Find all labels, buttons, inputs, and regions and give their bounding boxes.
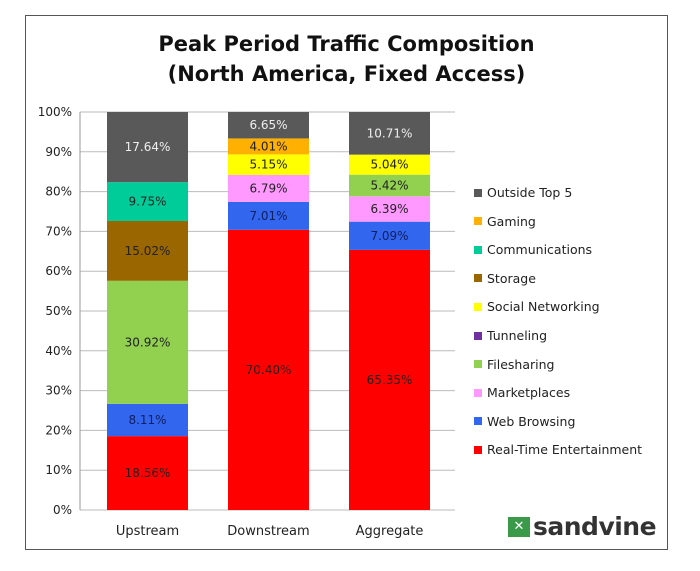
bar-segment (107, 280, 188, 404)
leaf-icon: ✕ (508, 516, 530, 537)
y-tick-label: 80% (45, 185, 72, 199)
data-label: 70.40% (246, 363, 292, 377)
bar-segment (107, 403, 188, 437)
y-tick-label: 40% (45, 344, 72, 358)
data-label: 6.39% (370, 202, 408, 216)
x-tick-label: Upstream (116, 524, 179, 539)
bar-segment (228, 174, 309, 202)
bar-segment (349, 154, 430, 175)
legend-swatch (474, 188, 482, 197)
chart-frame (25, 15, 668, 550)
logo-text: sandvine (533, 512, 657, 541)
legend-swatch (474, 274, 482, 283)
data-label: 6.65% (249, 118, 287, 132)
legend-swatch (474, 445, 482, 454)
legend-swatch (474, 388, 482, 397)
legend-item: Storage (474, 271, 536, 286)
bar-segment (107, 182, 188, 222)
y-tick-label: 60% (45, 264, 72, 278)
bar-segment (349, 196, 430, 222)
y-tick-label: 20% (45, 423, 72, 437)
legend-label: Filesharing (487, 356, 555, 372)
y-tick-label: 90% (45, 145, 72, 159)
bar-segment (107, 112, 188, 183)
legend-label: Communications (487, 242, 593, 258)
x-tick-label: Aggregate (356, 524, 424, 539)
legend-item: Real-Time Entertainment (474, 442, 642, 457)
bar-segment (107, 436, 188, 510)
legend-item: Social Networking (474, 299, 600, 314)
bar-segment (349, 221, 430, 250)
legend-swatch (474, 217, 482, 226)
legend-swatch (474, 245, 482, 254)
data-label: 5.04% (370, 158, 408, 172)
bar-segment (228, 154, 309, 175)
legend-item: Web Browsing (474, 414, 575, 429)
bar-segment (228, 138, 309, 155)
bar-segment (228, 201, 309, 230)
data-label: 6.79% (249, 181, 287, 195)
chart-subtitle: (North America, Fixed Access) (167, 62, 526, 86)
data-label: 65.35% (367, 373, 413, 387)
data-label: 30.92% (125, 335, 171, 349)
legend-item: Tunneling (474, 328, 547, 343)
y-tick-label: 0% (53, 503, 72, 517)
legend-swatch (474, 360, 482, 369)
legend-label: Real-Time Entertainment (487, 442, 643, 458)
legend-item: Filesharing (474, 357, 554, 372)
legend-label: Outside Top 5 (487, 185, 573, 200)
y-tick-label: 30% (45, 384, 72, 398)
data-label: 9.75% (128, 195, 166, 209)
data-label: 4.01% (249, 139, 287, 153)
data-label: 7.09% (370, 229, 408, 243)
legend-label: Web Browsing (487, 413, 576, 429)
legend-item: Marketplaces (474, 385, 570, 400)
data-label: 15.02% (125, 244, 171, 258)
data-label: 5.42% (370, 178, 408, 192)
bar-segment (228, 111, 309, 139)
data-label: 8.11% (128, 413, 166, 427)
legend-item: Communications (474, 242, 592, 257)
bar-segment (349, 112, 430, 155)
data-label: 10.71% (367, 126, 413, 140)
legend-swatch (474, 302, 482, 311)
legend-item: Outside Top 5 (474, 185, 572, 200)
data-label: 5.15% (249, 158, 287, 172)
legend-swatch (474, 331, 482, 340)
bar-segment (107, 221, 188, 281)
legend-swatch (474, 417, 482, 426)
data-label: 18.56% (125, 466, 171, 480)
x-tick-label: Downstream (227, 524, 309, 539)
legend-label: Marketplaces (487, 385, 571, 401)
y-tick-label: 70% (45, 224, 72, 238)
data-label: 17.64% (125, 140, 171, 154)
legend-label: Social Networking (487, 299, 600, 315)
sandvine-logo: ✕ sandvine (508, 512, 657, 541)
legend-item: Gaming (474, 214, 536, 229)
bar-segment (349, 174, 430, 197)
y-tick-label: 10% (45, 463, 72, 477)
data-label: 7.01% (249, 209, 287, 223)
chart-title: Peak Period Traffic Composition (158, 32, 535, 56)
bar-segment (228, 229, 309, 511)
legend-label: Tunneling (487, 328, 547, 343)
legend-label: Storage (487, 270, 536, 286)
legend-label: Gaming (487, 213, 536, 229)
y-tick-label: 50% (45, 304, 72, 318)
bar-segment (349, 249, 430, 511)
y-tick-label: 100% (38, 105, 72, 119)
